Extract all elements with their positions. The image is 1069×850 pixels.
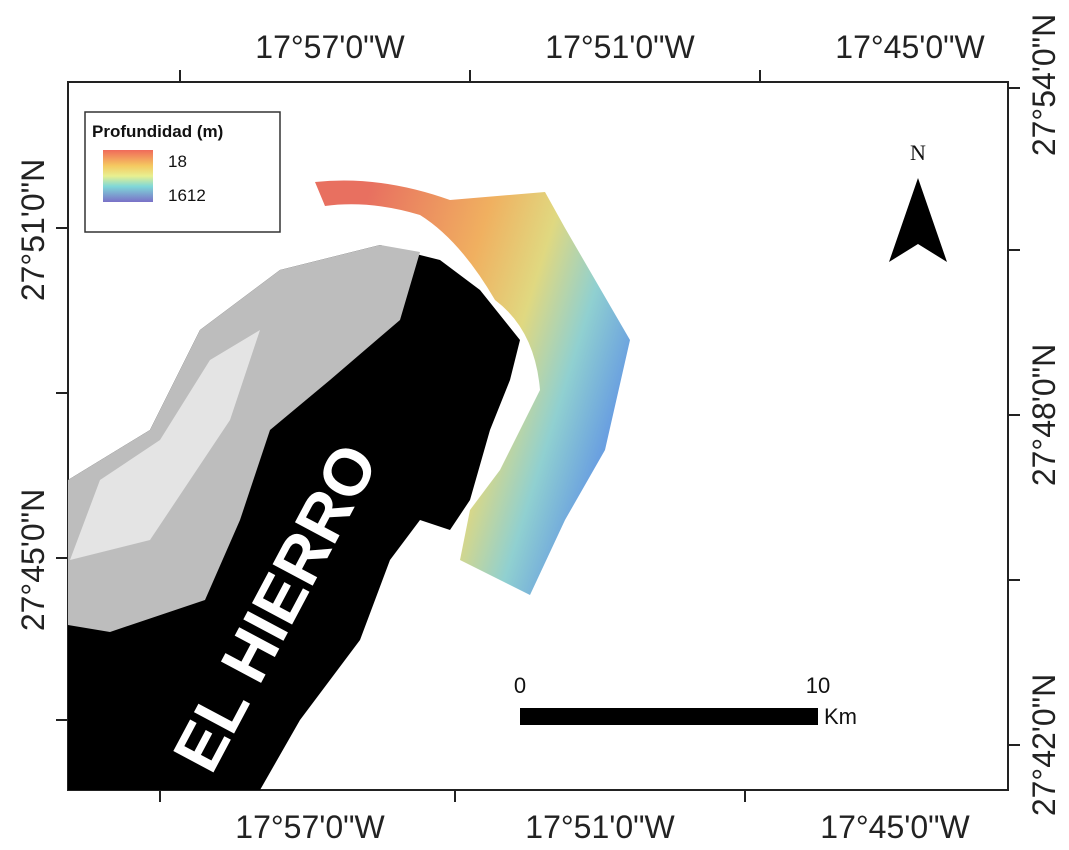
left-label: 27°51'0"N [15, 159, 51, 301]
right-label: 27°48'0"N [1026, 344, 1062, 486]
map: 17°57'0"W 17°51'0"W 17°45'0"W 17°57'0"W … [0, 0, 1069, 850]
legend: Profundidad (m) 18 1612 [85, 112, 280, 232]
legend-low: 1612 [168, 186, 206, 205]
legend-high: 18 [168, 152, 187, 171]
scale-start: 0 [514, 673, 526, 698]
scale-bar [520, 708, 818, 725]
left-label: 27°45'0"N [15, 489, 51, 631]
right-label: 27°42'0"N [1026, 674, 1062, 816]
legend-title: Profundidad (m) [92, 122, 223, 141]
right-label: 27°54'0"N [1026, 14, 1062, 156]
scale-unit: Km [824, 704, 857, 729]
bottom-label: 17°45'0"W [820, 809, 970, 845]
top-label: 17°51'0"W [545, 29, 695, 65]
legend-ramp [103, 150, 153, 202]
scale-end: 10 [806, 673, 830, 698]
bottom-label: 17°57'0"W [235, 809, 385, 845]
top-label: 17°45'0"W [835, 29, 985, 65]
north-label: N [910, 140, 926, 165]
top-label: 17°57'0"W [255, 29, 405, 65]
bottom-label: 17°51'0"W [525, 809, 675, 845]
